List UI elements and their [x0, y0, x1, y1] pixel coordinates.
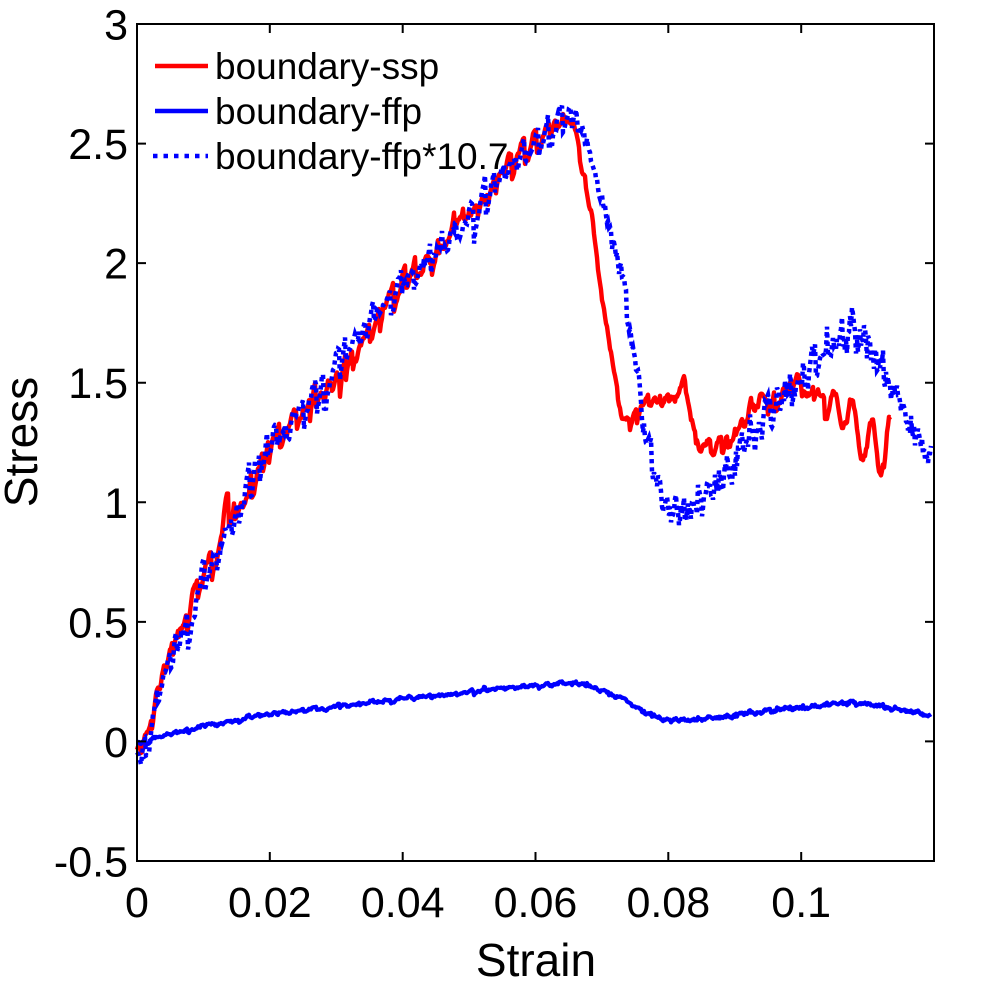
svg-text:boundary-ffp: boundary-ffp [215, 91, 422, 132]
svg-text:Strain: Strain [476, 934, 596, 986]
svg-text:2.5: 2.5 [68, 121, 128, 169]
svg-text:0: 0 [125, 879, 149, 927]
svg-text:boundary-ffp*10.7: boundary-ffp*10.7 [215, 136, 509, 177]
svg-text:1: 1 [104, 480, 128, 528]
svg-text:0: 0 [104, 719, 128, 767]
svg-text:Stress: Stress [0, 377, 47, 507]
svg-text:0.1: 0.1 [771, 879, 831, 927]
svg-text:0.08: 0.08 [626, 879, 710, 927]
svg-text:-0.5: -0.5 [54, 839, 128, 887]
svg-text:boundary-ssp: boundary-ssp [215, 46, 439, 87]
svg-text:1.5: 1.5 [68, 360, 128, 408]
svg-text:0.04: 0.04 [361, 879, 445, 927]
svg-text:2: 2 [104, 241, 128, 289]
svg-text:3: 3 [104, 2, 128, 50]
svg-text:0.02: 0.02 [228, 879, 312, 927]
svg-text:0.5: 0.5 [68, 599, 128, 647]
svg-text:0.06: 0.06 [494, 879, 578, 927]
